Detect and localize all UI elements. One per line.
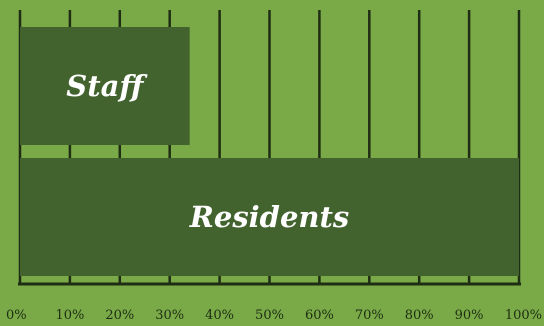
x-axis-ticks: 0% 10% 20% 30% 40% 50% 60% 70% 80% 90% 100% — [6, 308, 542, 323]
x-tick-label: 10% — [55, 308, 84, 323]
bar-residents — [20, 158, 519, 276]
bar-label-staff: Staff — [66, 69, 148, 103]
bar-staff — [20, 27, 190, 145]
bars: Staff Residents — [20, 27, 519, 276]
x-tick-label: 100% — [505, 308, 542, 323]
x-tick-label: 30% — [155, 308, 184, 323]
x-tick-label: 60% — [305, 308, 334, 323]
x-tick-label: 80% — [405, 308, 434, 323]
bar-label-residents: Residents — [189, 200, 349, 234]
x-tick-label: 90% — [455, 308, 484, 323]
x-tick-label: 20% — [105, 308, 134, 323]
x-tick-label: 0% — [6, 308, 27, 323]
x-tick-label: 50% — [255, 308, 284, 323]
x-tick-label: 40% — [205, 308, 234, 323]
x-tick-label: 70% — [355, 308, 384, 323]
